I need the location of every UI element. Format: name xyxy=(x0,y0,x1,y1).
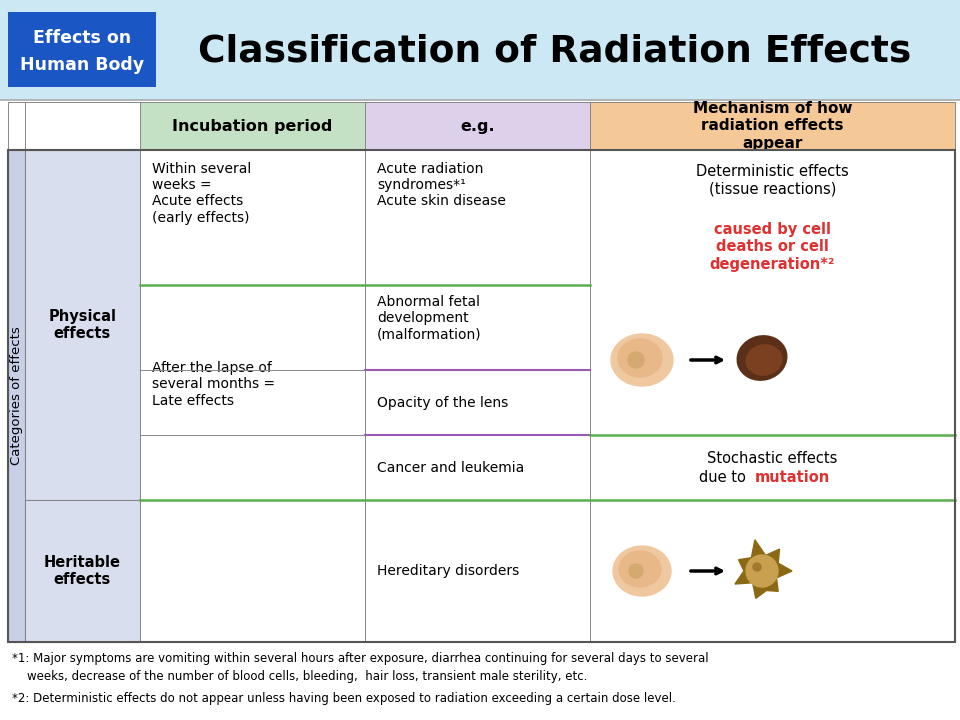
Text: due to: due to xyxy=(699,470,751,485)
Ellipse shape xyxy=(619,551,661,587)
FancyBboxPatch shape xyxy=(140,285,365,500)
FancyBboxPatch shape xyxy=(365,370,590,435)
Ellipse shape xyxy=(613,546,671,596)
FancyBboxPatch shape xyxy=(365,435,590,500)
FancyBboxPatch shape xyxy=(25,102,140,150)
Text: Physical
effects: Physical effects xyxy=(49,309,116,341)
Text: Cancer and leukemia: Cancer and leukemia xyxy=(377,461,524,474)
FancyBboxPatch shape xyxy=(590,102,955,150)
FancyBboxPatch shape xyxy=(25,150,140,500)
Text: Mechanism of how
radiation effects
appear: Mechanism of how radiation effects appea… xyxy=(693,101,852,151)
Text: e.g.: e.g. xyxy=(460,119,494,133)
Text: Opacity of the lens: Opacity of the lens xyxy=(377,395,508,410)
FancyBboxPatch shape xyxy=(365,102,590,150)
Ellipse shape xyxy=(611,334,673,386)
Circle shape xyxy=(746,555,778,587)
FancyBboxPatch shape xyxy=(8,150,25,642)
FancyBboxPatch shape xyxy=(590,150,955,435)
Polygon shape xyxy=(735,540,792,598)
Ellipse shape xyxy=(737,336,787,380)
FancyBboxPatch shape xyxy=(25,500,140,642)
Circle shape xyxy=(753,563,761,571)
Circle shape xyxy=(628,352,644,368)
Circle shape xyxy=(629,564,643,578)
FancyBboxPatch shape xyxy=(140,102,365,150)
FancyBboxPatch shape xyxy=(365,500,590,642)
FancyBboxPatch shape xyxy=(590,500,955,642)
FancyBboxPatch shape xyxy=(590,435,955,500)
Text: mutation: mutation xyxy=(755,470,830,485)
Text: Acute radiation
syndromes*¹
Acute skin disease: Acute radiation syndromes*¹ Acute skin d… xyxy=(377,162,506,208)
Text: Stochastic effects: Stochastic effects xyxy=(708,451,838,466)
FancyBboxPatch shape xyxy=(0,0,960,100)
Text: Human Body: Human Body xyxy=(20,56,144,74)
Text: weeks, decrease of the number of blood cells, bleeding,  hair loss, transient ma: weeks, decrease of the number of blood c… xyxy=(12,670,588,683)
Ellipse shape xyxy=(618,339,662,377)
FancyBboxPatch shape xyxy=(8,12,156,87)
FancyBboxPatch shape xyxy=(365,285,590,370)
FancyBboxPatch shape xyxy=(8,102,25,150)
FancyBboxPatch shape xyxy=(140,150,365,285)
Text: Effects on: Effects on xyxy=(33,29,132,47)
Text: Incubation period: Incubation period xyxy=(172,119,333,133)
Text: Heritable
effects: Heritable effects xyxy=(44,555,121,588)
Text: Hereditary disorders: Hereditary disorders xyxy=(377,564,519,578)
Text: *1: Major symptoms are vomiting within several hours after exposure, diarrhea co: *1: Major symptoms are vomiting within s… xyxy=(12,652,708,665)
Text: Abnormal fetal
development
(malformation): Abnormal fetal development (malformation… xyxy=(377,295,482,341)
Text: Deterministic effects
(tissue reactions): Deterministic effects (tissue reactions) xyxy=(696,164,849,197)
Text: Within several
weeks =
Acute effects
(early effects): Within several weeks = Acute effects (ea… xyxy=(152,162,252,225)
Text: Categories of effects: Categories of effects xyxy=(10,327,23,465)
FancyBboxPatch shape xyxy=(365,150,590,285)
Text: Classification of Radiation Effects: Classification of Radiation Effects xyxy=(199,34,912,70)
Text: *2: Deterministic effects do not appear unless having been exposed to radiation : *2: Deterministic effects do not appear … xyxy=(12,692,676,705)
FancyBboxPatch shape xyxy=(140,500,365,642)
Ellipse shape xyxy=(746,345,781,375)
Text: caused by cell
deaths or cell
degeneration*²: caused by cell deaths or cell degenerati… xyxy=(709,222,835,271)
Text: After the lapse of
several months =
Late effects: After the lapse of several months = Late… xyxy=(152,361,276,408)
